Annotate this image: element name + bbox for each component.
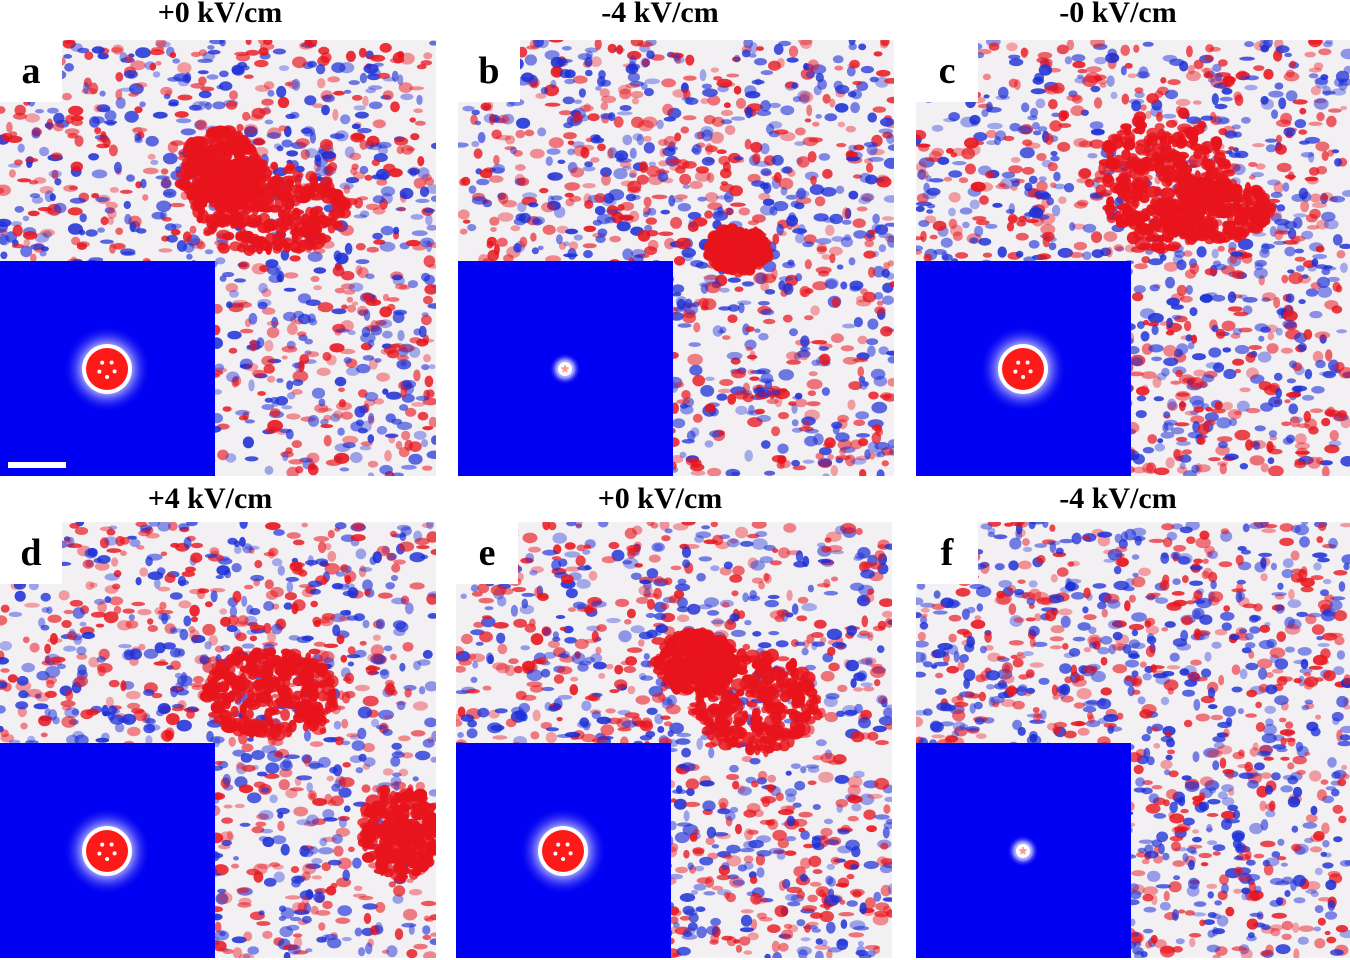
panel-d-letter: d [0, 522, 62, 584]
panel-e-inset [456, 743, 671, 958]
panel-b-inset [458, 261, 673, 476]
panel-a-letter: a [0, 40, 62, 102]
panel-d-inset [0, 743, 215, 958]
panel-c-inset [916, 261, 1131, 476]
panel-a-title: +0 kV/cm [157, 0, 283, 29]
panel-d: d [0, 522, 436, 958]
panel-f-title: -4 kV/cm [1059, 482, 1177, 515]
panel-a-inset [0, 261, 215, 476]
scale-bar [8, 462, 66, 468]
panel-b-letter: b [458, 40, 520, 102]
panel-e: e [456, 522, 892, 958]
panel-c: c [916, 40, 1350, 476]
panel-f-inset [916, 743, 1131, 958]
field-map-f [916, 522, 1350, 958]
panel-d-title: +4 kV/cm [147, 482, 273, 515]
panel-a: a [0, 40, 436, 476]
panel-f-letter: f [916, 522, 978, 584]
panel-b: b [458, 40, 894, 476]
panel-b-title: -4 kV/cm [601, 0, 719, 29]
field-map-c [916, 40, 1350, 476]
panel-c-letter: c [916, 40, 978, 102]
panel-e-letter: e [456, 522, 518, 584]
panel-e-title: +0 kV/cm [597, 482, 723, 515]
panel-f: f [916, 522, 1350, 958]
panel-c-title: -0 kV/cm [1059, 0, 1177, 29]
